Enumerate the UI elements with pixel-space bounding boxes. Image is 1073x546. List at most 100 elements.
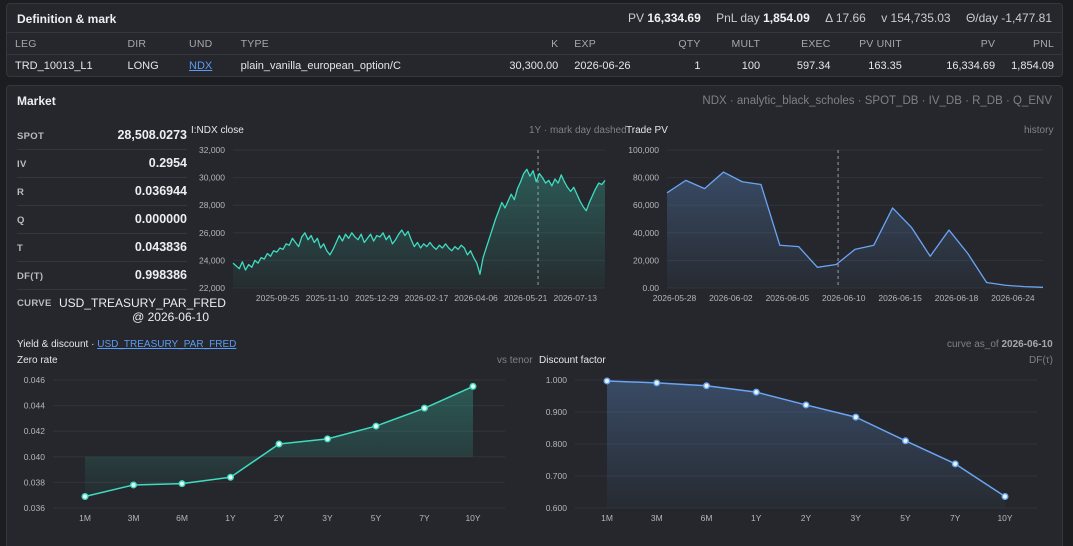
underlying-link[interactable]: NDX	[189, 60, 213, 72]
y-tick-label: 0.046	[24, 375, 46, 385]
x-tick-label: 2026-05-21	[504, 293, 548, 303]
kv-q: Q 0.000000	[17, 206, 187, 234]
x-tick-label: 3Y	[851, 513, 862, 523]
x-tick-label: 3Y	[322, 513, 333, 523]
y-tick-label: 1.000	[546, 375, 568, 385]
col-leg: LEG	[7, 35, 120, 55]
data-point	[603, 377, 611, 385]
cell-exp: 2026-06-26	[574, 60, 631, 72]
data-point	[421, 404, 429, 412]
x-tick-label: 2026-04-06	[454, 293, 498, 303]
y-tick-label: 100,000	[628, 145, 659, 155]
x-tick-label: 2026-05-28	[653, 293, 697, 303]
y-tick-label: 0.042	[24, 426, 46, 436]
zero-chart-note: vs tenor	[497, 355, 533, 366]
x-tick-label: 2026-02-17	[405, 293, 449, 303]
kv-df: DF(T) 0.998386	[17, 262, 187, 290]
cell-qty: 1	[694, 60, 701, 72]
data-point	[81, 492, 89, 500]
y-tick-label: 22,000	[199, 283, 225, 293]
trade-pv-chart: 0.00 20,000 40,000 60,000 80,000 100,000 2026-…	[628, 145, 1044, 303]
y-tick-label: 0.900	[546, 407, 568, 417]
cell-leg: TRD_10013_L1	[15, 60, 93, 72]
y-tick-label: 80,000	[633, 173, 659, 183]
kpi-delta: Δ 17.66	[825, 11, 866, 25]
col-pv: PV	[909, 35, 1004, 55]
y-tick-label: 26,000	[199, 228, 225, 238]
x-tick-label: 7Y	[950, 513, 961, 523]
x-tick-label: 10Y	[465, 513, 480, 523]
cell-pv-unit: 163.35	[868, 60, 902, 72]
data-point	[469, 382, 477, 390]
kpi-pnl-day: PnL day 1,854.09	[716, 11, 810, 25]
discount-factor-chart: 0.600 0.700 0.800 0.900 1.000 1M 3M 6M 1Y 2Y 3Y 5Y 7…	[546, 375, 1037, 523]
data-point	[951, 460, 959, 468]
y-tick-label: 0.040	[24, 452, 46, 462]
x-tick-label: 7Y	[419, 513, 430, 523]
y-tick-label: 60,000	[633, 200, 659, 210]
data-point	[902, 437, 910, 445]
x-tick-label: 2026-06-02	[709, 293, 753, 303]
col-pv-unit: PV UNIT	[838, 35, 910, 55]
close-chart-title: I:NDX close	[191, 125, 244, 136]
data-point	[178, 480, 186, 488]
col-qty: QTY	[655, 35, 709, 55]
y-tick-label: 0.600	[546, 503, 568, 513]
market-panel: Market NDX · analytic_black_scholes · SP…	[6, 85, 1063, 546]
series-line	[666, 171, 1044, 288]
y-tick-label: 0.700	[546, 471, 568, 481]
kv-r: R 0.036944	[17, 178, 187, 206]
x-tick-label: 2026-06-05	[766, 293, 810, 303]
df-chart-note: DF(τ)	[1029, 355, 1053, 366]
y-tick-label: 20,000	[633, 255, 659, 265]
col-dir: DIR	[119, 35, 182, 55]
market-sources: NDX · analytic_black_scholes · SPOT_DB ·…	[702, 95, 1052, 107]
y-tick-label: 0.00	[642, 283, 659, 293]
pv-chart-title: Trade PV	[626, 125, 668, 136]
kv-iv: IV 0.2954	[17, 150, 187, 178]
kpi-theta: Θ/day -1,477.81	[965, 11, 1052, 25]
curve-value: USD_TREASURY_PAR_FRED @ 2026-06-10	[59, 296, 226, 324]
ndx-close-chart: 22,000 24,000 26,000 28,000 30,000 32,000 2025…	[199, 145, 606, 303]
x-tick-label: 1M	[79, 513, 91, 523]
close-chart-note: 1Y · mark day dashed	[529, 125, 627, 136]
y-tick-label: 0.038	[24, 477, 46, 487]
x-tick-label: 1Y	[225, 513, 236, 523]
col-pnl: PNL	[1003, 35, 1062, 55]
data-point	[129, 481, 137, 489]
zero-rate-chart: 0.036 0.038 0.040 0.042 0.044 0.046 1M 3M 6M 1Y 2Y…	[24, 375, 505, 523]
data-point	[275, 440, 283, 448]
col-mult: MULT	[708, 35, 769, 55]
x-tick-label: 3M	[128, 513, 140, 523]
y-tick-label: 0.036	[24, 503, 46, 513]
data-point	[372, 422, 380, 430]
cell-exec: 597.34	[796, 60, 831, 72]
x-tick-label: 2026-06-24	[991, 293, 1035, 303]
kv-t: T 0.043836	[17, 234, 187, 262]
definition-title: Definition & mark	[17, 12, 117, 26]
cell-k: 30,300.00	[509, 60, 559, 72]
curve-link[interactable]: USD_TREASURY_PAR_FRED	[97, 339, 237, 350]
y-tick-label: 32,000	[199, 145, 225, 155]
df-chart-title: Discount factor	[539, 355, 606, 366]
series-area	[233, 169, 605, 288]
definition-panel: Definition & mark PV 16,334.69 PnL day 1…	[6, 3, 1063, 77]
cell-mult: 100	[741, 60, 761, 72]
curve-label: CURVE	[17, 298, 52, 309]
col-und: UND	[181, 35, 233, 55]
x-tick-label: 1M	[601, 513, 613, 523]
x-tick-label: 2026-06-15	[878, 293, 922, 303]
x-tick-label: 2025-12-29	[355, 293, 399, 303]
x-tick-label: 10Y	[997, 513, 1012, 523]
x-tick-label: 2026-06-10	[822, 293, 866, 303]
data-point	[802, 401, 810, 409]
x-tick-label: 2Y	[801, 513, 812, 523]
zero-chart-title: Zero rate	[17, 355, 58, 366]
kv-spot: SPOT 28,508.0273	[17, 122, 187, 150]
data-point	[702, 382, 710, 390]
x-tick-label: 2026-06-18	[935, 293, 979, 303]
pv-chart-note: history	[1024, 125, 1054, 136]
x-tick-label: 6M	[176, 513, 188, 523]
x-tick-label: 2Y	[274, 513, 285, 523]
data-point	[752, 388, 760, 396]
